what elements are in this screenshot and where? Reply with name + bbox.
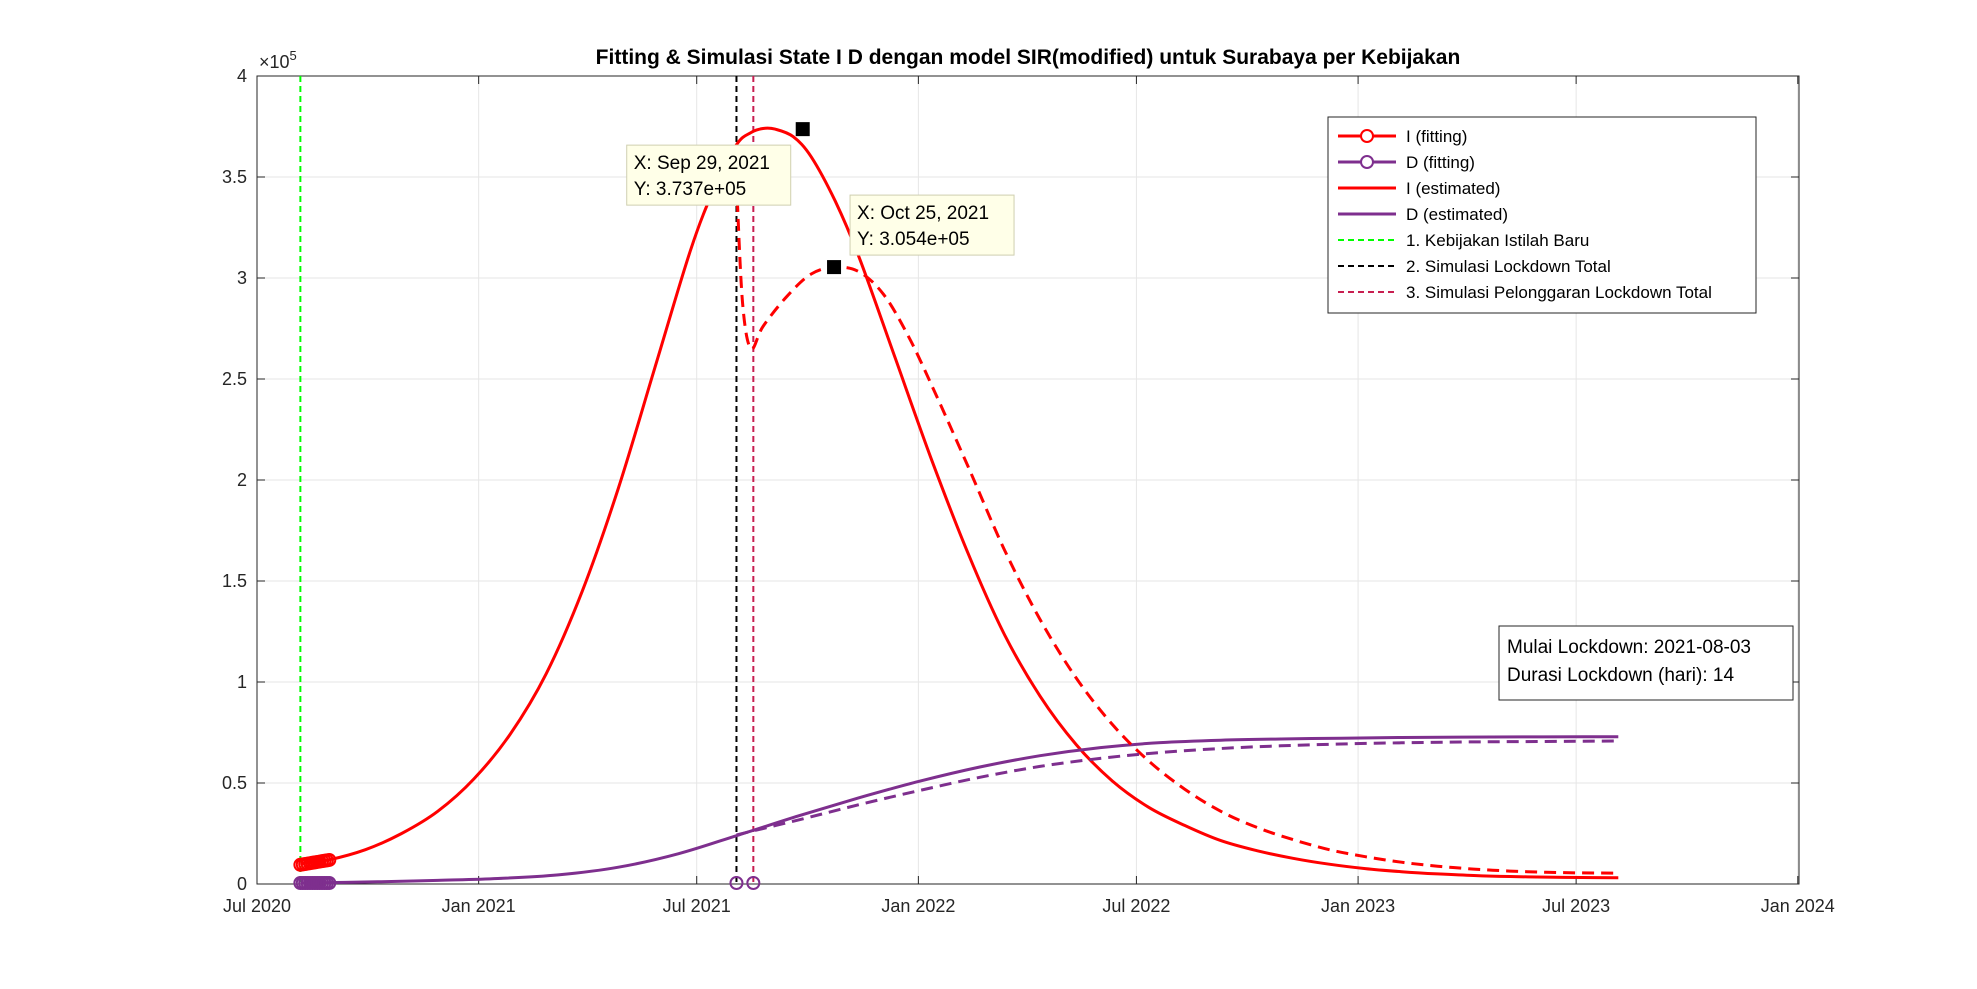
legend-swatch-marker — [1360, 129, 1374, 143]
annotation-line: Mulai Lockdown: 2021-08-03 — [1507, 637, 1751, 658]
datatip-marker — [795, 122, 810, 137]
y-exponent-label: ×105 — [259, 48, 297, 72]
datatips: X: Sep 29, 2021 Y: 3.737e+05 X: Oct 25, 20… — [626, 122, 1015, 275]
legend: I (fitting) D (fitting) I (estimated) D (es… — [1327, 116, 1757, 314]
x-tick-label: Jul 2021 — [663, 896, 731, 916]
datatip-marker — [827, 260, 842, 275]
legend-entry-label: D (estimated) — [1406, 205, 1508, 224]
legend-entry-label: I (fitting) — [1406, 127, 1467, 146]
chart-title: Fitting & Simulasi State I D dengan mode… — [596, 46, 1461, 69]
x-tick-label: Jan 2022 — [881, 896, 955, 916]
series-line-d--simulasi- — [736, 739, 1619, 837]
legend-swatch-marker — [1360, 155, 1374, 169]
y-tick-label: 3.5 — [222, 167, 247, 187]
y-exponent-power: 5 — [290, 48, 297, 63]
y-tick-label: 0.5 — [222, 773, 247, 793]
datatip-box — [626, 144, 792, 206]
legend-entry-label: 1. Kebijakan Istilah Baru — [1406, 231, 1589, 250]
annotation-box — [1498, 625, 1794, 701]
annotation-line: Durasi Lockdown (hari): 14 — [1507, 665, 1734, 686]
data-point — [322, 852, 337, 867]
x-tick-label: Jan 2023 — [1321, 896, 1395, 916]
y-tick-label: 4 — [237, 66, 247, 86]
y-tick-label: 0 — [237, 874, 247, 894]
data-point — [322, 875, 337, 890]
y-exponent-base: ×10 — [259, 52, 290, 72]
datatip-box — [849, 194, 1015, 256]
x-tick-label: Jul 2022 — [1102, 896, 1170, 916]
datatip-y-text: Y: 3.737e+05 — [634, 179, 747, 200]
series-line-d--estimated- — [300, 735, 1619, 885]
y-tick-label: 3 — [237, 268, 247, 288]
legend-entry-label: 2. Simulasi Lockdown Total — [1406, 257, 1611, 276]
y-tick-label: 1.5 — [222, 571, 247, 591]
legend-entry-label: 3. Simulasi Pelonggaran Lockdown Total — [1406, 283, 1712, 302]
series-line-i--simulasi- — [735, 180, 1619, 875]
x-tick-label: Jan 2021 — [442, 896, 516, 916]
datatip-x-text: X: Sep 29, 2021 — [634, 153, 770, 174]
y-tick-label: 2.5 — [222, 369, 247, 389]
data-point — [746, 875, 761, 890]
legend-box — [1327, 116, 1757, 314]
series-line-i--estimated- — [300, 126, 1619, 880]
lockdown-annotation: Mulai Lockdown: 2021-08-03 Durasi Lockdow… — [1498, 625, 1794, 701]
axis-ticks: Jul 2020 Jan 2021 Jul 2021 Jan 2022 Jul 2022… — [222, 66, 1835, 916]
datatip-x-text: X: Oct 25, 2021 — [857, 203, 989, 224]
data-point — [729, 875, 744, 890]
legend-entry-label: I (estimated) — [1406, 179, 1500, 198]
series-group — [293, 126, 1619, 890]
x-tick-label: Jan 2024 — [1761, 896, 1835, 916]
y-tick-label: 2 — [237, 470, 247, 490]
x-tick-label: Jul 2020 — [223, 896, 291, 916]
legend-entry-label: D (fitting) — [1406, 153, 1475, 172]
y-tick-label: 1 — [237, 672, 247, 692]
datatip-y-text: Y: 3.054e+05 — [857, 229, 970, 250]
x-tick-label: Jul 2023 — [1542, 896, 1610, 916]
